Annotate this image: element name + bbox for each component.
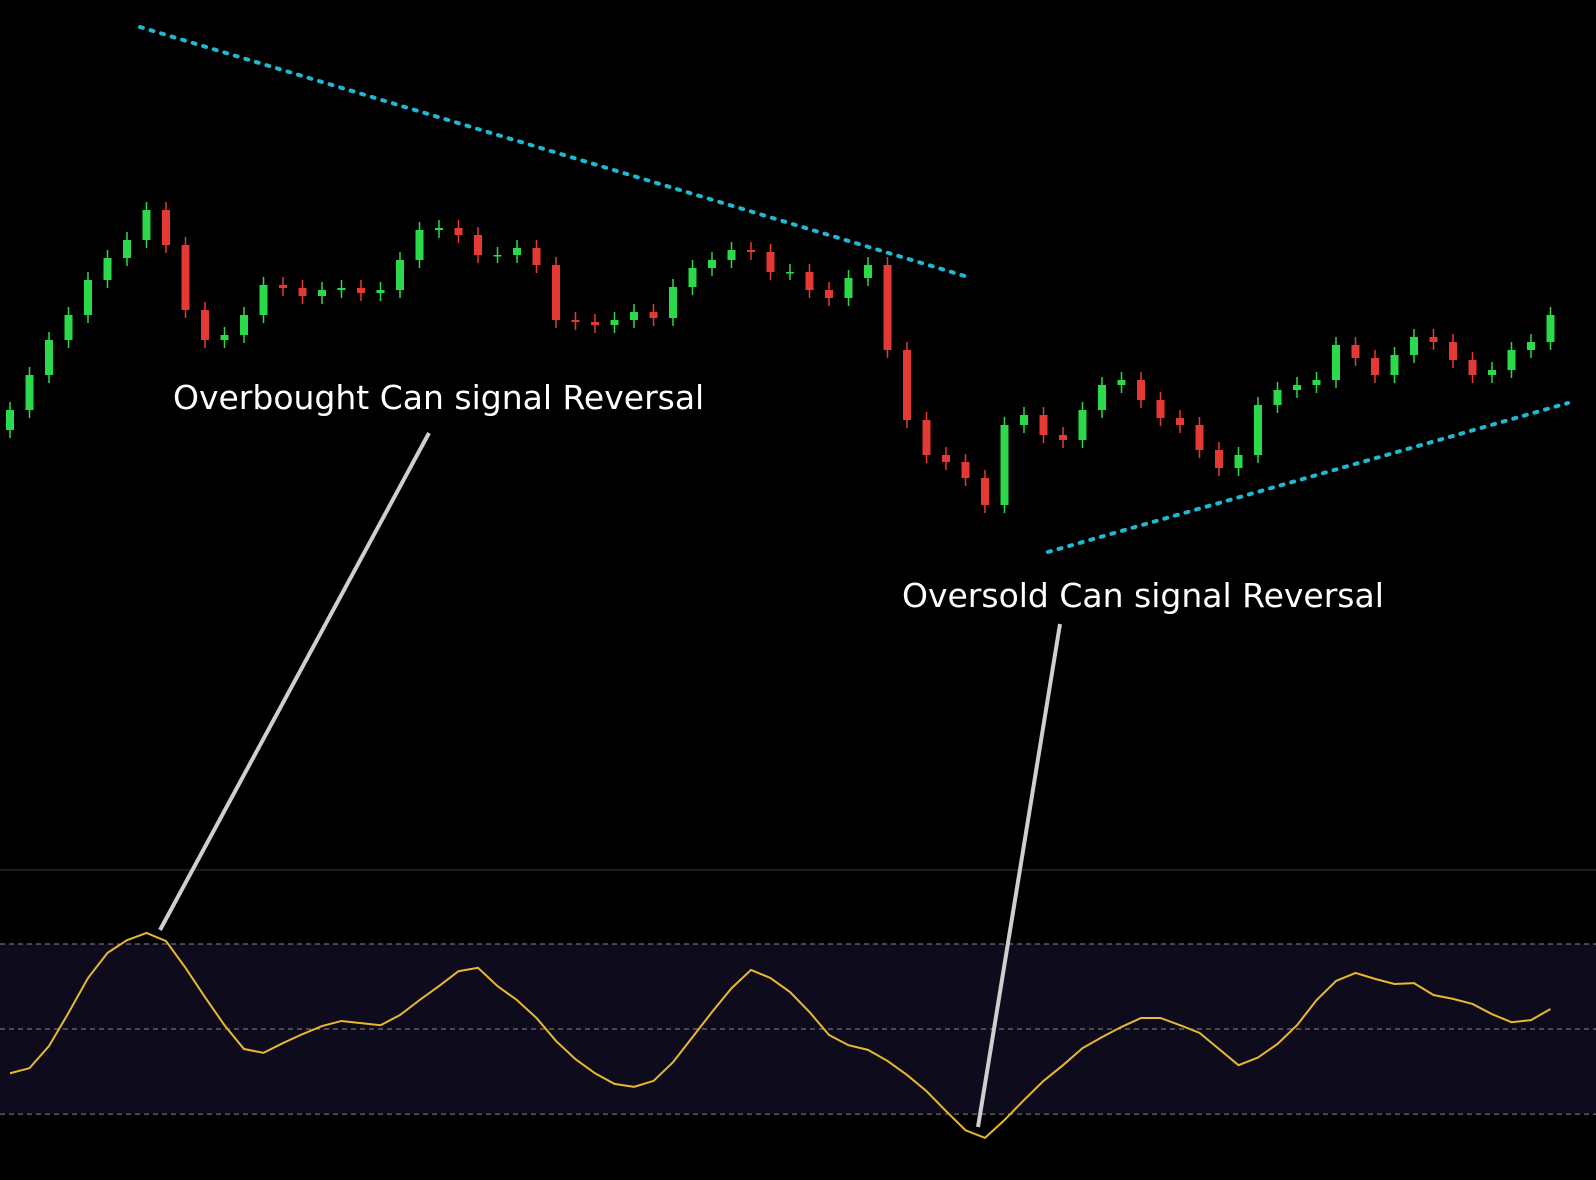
candle-body (1488, 370, 1496, 375)
candle-body (1254, 405, 1262, 455)
candle-body (513, 248, 521, 255)
level-band (0, 943, 1596, 1115)
candle-body (766, 252, 775, 272)
candle-body (786, 272, 794, 274)
candle-body (1371, 358, 1379, 375)
candle-body (747, 250, 755, 252)
candle-body (922, 420, 931, 455)
candle-body (162, 210, 170, 245)
candle-body (1195, 425, 1204, 450)
candle-body (1078, 410, 1087, 440)
candle-body (64, 315, 73, 340)
candle-body (805, 272, 814, 290)
candle-body (1117, 380, 1126, 385)
candle-body (981, 478, 989, 505)
candle-body (25, 375, 34, 410)
candle-body (610, 320, 619, 325)
candle-body (1332, 345, 1340, 380)
candle-body (1020, 415, 1028, 425)
candle-body (942, 455, 950, 462)
candle-body (1000, 425, 1009, 505)
candle-body (669, 287, 677, 318)
annotation: Overbought Can signal Reversal (173, 378, 704, 417)
candle-body (6, 410, 14, 430)
candle-body (649, 312, 658, 318)
candle-body (1410, 337, 1418, 355)
candle-body (493, 255, 502, 257)
candle-body (1293, 385, 1301, 390)
candle-body (864, 265, 872, 278)
candle-body (1215, 450, 1223, 468)
candle-body (825, 290, 833, 298)
candle-body (103, 258, 112, 280)
candle-body (1468, 360, 1477, 375)
candle-body (1429, 337, 1438, 342)
candle-body (220, 335, 229, 340)
candle-body (84, 280, 92, 315)
candle-body (1527, 342, 1535, 350)
candle-body (883, 265, 892, 350)
candle-body (259, 285, 268, 315)
candle-body (337, 288, 346, 290)
candle-body (357, 288, 365, 293)
candle-body (1273, 390, 1282, 405)
candle-body (630, 312, 638, 320)
candle-body (201, 310, 209, 340)
annotation: Oversold Can signal Reversal (902, 576, 1384, 615)
candle-body (474, 235, 482, 255)
oscillator-pane (0, 931, 1596, 1140)
candle-body (844, 278, 853, 298)
candle-body (1312, 380, 1321, 385)
price-pane (6, 202, 1555, 513)
candle-body (123, 240, 131, 258)
candle-body (1390, 355, 1399, 375)
annotation-pointer (976, 623, 1062, 1128)
candle-body (591, 322, 599, 325)
candle-body (279, 285, 287, 288)
candle-body (1156, 400, 1165, 418)
oscillator-line (9, 931, 1551, 1140)
candle-body (708, 260, 716, 268)
candle-body (45, 340, 53, 375)
candle-body (181, 245, 190, 310)
candle-body (454, 228, 463, 235)
candle-body (1039, 415, 1048, 435)
candle-body (727, 250, 736, 260)
candle-body (961, 462, 970, 478)
candle-body (1351, 345, 1360, 358)
candle-body (1098, 385, 1106, 410)
annotation-pointer (158, 432, 431, 931)
candle-body (1234, 455, 1243, 468)
candle-body (1449, 342, 1457, 360)
candle-body (240, 315, 248, 335)
candle-body (298, 288, 307, 296)
candle-body (1507, 350, 1516, 370)
candle-body (688, 268, 697, 287)
candle-body (318, 290, 326, 296)
candle-body (532, 248, 541, 265)
candle-body (1137, 380, 1145, 400)
candle-body (396, 260, 404, 290)
candle-body (903, 350, 911, 420)
candle-body (571, 320, 580, 322)
candle-body (142, 210, 151, 240)
candle-body (1176, 418, 1184, 425)
resistance-trendline (138, 25, 970, 279)
candle-body (415, 230, 424, 260)
candle-body (376, 290, 385, 293)
candle-body (552, 265, 560, 320)
support-trendline (1046, 401, 1570, 554)
candle-body (1059, 435, 1067, 440)
candle-body (1546, 315, 1555, 342)
candle-body (435, 228, 443, 230)
